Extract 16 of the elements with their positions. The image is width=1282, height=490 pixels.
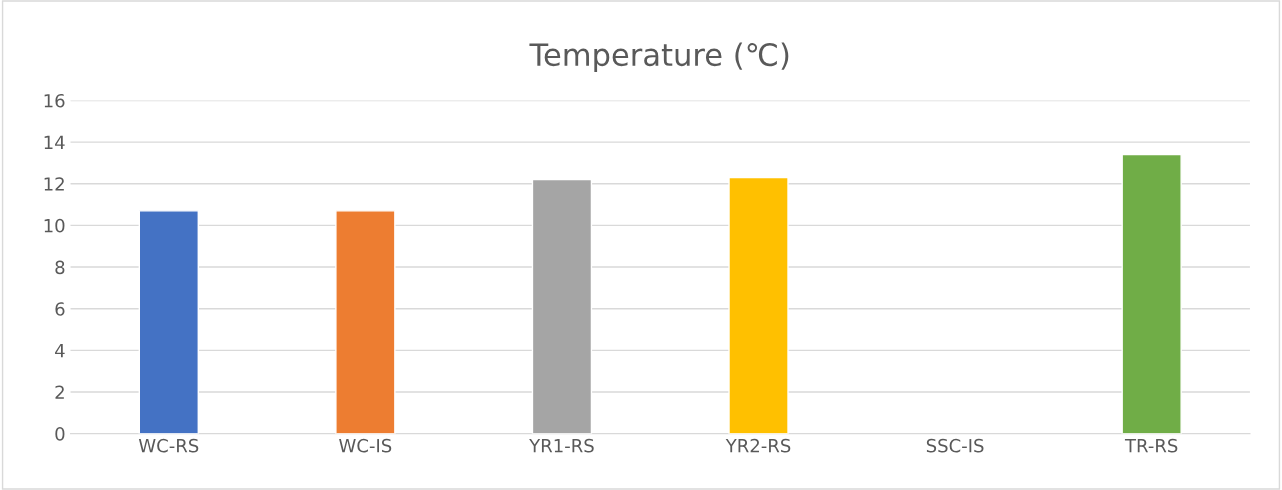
x-tick-label: YR1-RS xyxy=(529,438,594,453)
y-tick-label: 0 xyxy=(55,427,65,441)
y-tick-label: 16 xyxy=(44,93,65,108)
x-tick-label: YR2-RS xyxy=(725,438,791,453)
y-tick-label: 10 xyxy=(44,218,65,233)
y-tick-label: 14 xyxy=(44,135,65,149)
x-tick-label: WC-IS xyxy=(339,438,392,453)
y-tick-label: 6 xyxy=(55,302,65,316)
y-tick-label: 4 xyxy=(55,344,65,358)
y-tick-label: 12 xyxy=(44,177,64,191)
chart-title: Temperature (℃) xyxy=(529,42,789,73)
x-tick-label: WC-RS xyxy=(138,438,199,453)
x-tick-label: TR-RS xyxy=(1124,438,1178,453)
x-tick-label: SSC-IS xyxy=(926,438,984,453)
y-tick-label: 2 xyxy=(55,385,64,399)
y-tick-label: 8 xyxy=(55,260,65,275)
